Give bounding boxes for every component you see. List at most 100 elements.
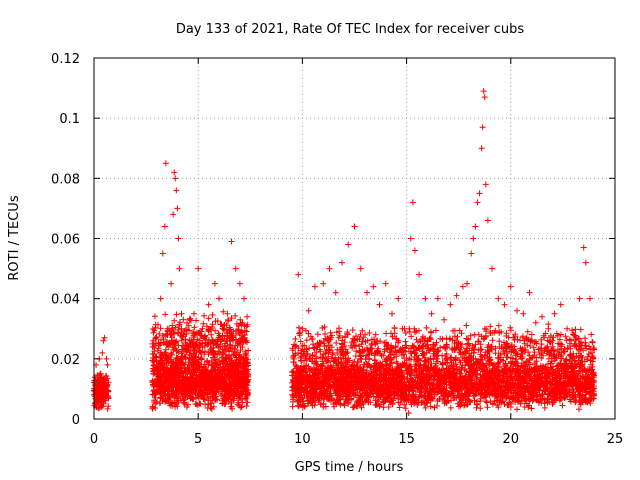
data-point (175, 235, 182, 242)
data-point (103, 355, 110, 362)
data-point (151, 391, 158, 398)
data-point (153, 370, 160, 377)
data-point (549, 400, 556, 407)
data-point (205, 370, 212, 377)
data-point (434, 295, 441, 302)
data-point (211, 280, 218, 287)
data-point (376, 301, 383, 308)
data-point (401, 325, 408, 332)
data-point (191, 310, 198, 317)
data-point (224, 310, 231, 317)
data-point (459, 283, 466, 290)
data-point (241, 295, 248, 302)
data-point (479, 124, 486, 131)
data-point (447, 301, 454, 308)
data-point (236, 280, 243, 287)
data-point (351, 223, 358, 230)
x-axis-label: GPS time / hours (295, 460, 404, 475)
data-point (484, 217, 491, 224)
data-point (564, 325, 571, 332)
data-point (480, 88, 487, 95)
data-point (576, 295, 583, 302)
data-point (409, 199, 416, 206)
data-point (199, 325, 206, 332)
data-point (545, 325, 552, 332)
data-point (99, 349, 106, 356)
data-point (405, 409, 412, 416)
data-point (514, 307, 521, 314)
data-point (159, 385, 166, 392)
data-point (162, 160, 169, 167)
data-point (220, 325, 227, 332)
y-tick-label: 0.02 (51, 353, 80, 368)
data-point (476, 190, 483, 197)
y-axis-label: ROTI / TECUs (7, 195, 22, 280)
data-point (481, 94, 488, 101)
data-point (216, 295, 223, 302)
data-point (159, 250, 166, 257)
data-point (161, 223, 168, 230)
data-point (591, 391, 598, 398)
data-point (582, 259, 589, 266)
data-point (101, 334, 108, 341)
data-point (507, 283, 514, 290)
data-point (370, 283, 377, 290)
data-point (104, 361, 111, 368)
data-points (91, 88, 598, 416)
data-point (228, 238, 235, 245)
data-point (416, 271, 423, 278)
data-point (97, 370, 104, 377)
y-tick-label: 0.08 (51, 172, 80, 187)
data-point (405, 385, 412, 392)
data-point (95, 385, 102, 392)
y-tick-label: 0.04 (51, 293, 80, 308)
axis-ticks (93, 57, 616, 420)
data-point (163, 355, 170, 362)
data-point (102, 379, 109, 386)
data-point (172, 175, 179, 182)
data-point (173, 187, 180, 194)
data-point (182, 355, 189, 362)
data-point (495, 295, 502, 302)
data-point (195, 265, 202, 272)
data-point (407, 235, 414, 242)
data-point (464, 280, 471, 287)
data-point (501, 301, 508, 308)
data-point (170, 211, 177, 218)
data-point (361, 397, 368, 404)
data-point (184, 379, 191, 386)
x-tick-label: 10 (294, 432, 311, 447)
data-point (326, 265, 333, 272)
data-point (226, 379, 233, 386)
data-point (295, 271, 302, 278)
data-point (338, 259, 345, 266)
data-point (291, 355, 298, 362)
data-point (551, 310, 558, 317)
data-point (345, 241, 352, 248)
data-point (382, 280, 389, 287)
data-point (470, 235, 477, 242)
data-point (243, 355, 250, 362)
data-point (507, 403, 514, 410)
y-tick-label: 0.1 (59, 112, 80, 127)
tick-labels: 0 5 10 15 20 25 0 0.02 0.04 0.06 0.08 0.1 0.12 (51, 52, 623, 447)
data-point (532, 319, 539, 326)
data-point (586, 295, 593, 302)
data-point (320, 403, 327, 410)
data-point (422, 295, 429, 302)
data-point (520, 310, 527, 317)
data-point (472, 223, 479, 230)
x-tick-label: 5 (194, 432, 202, 447)
data-point (526, 289, 533, 296)
x-tick-label: 25 (607, 432, 624, 447)
y-tick-label: 0.06 (51, 233, 80, 248)
data-point (232, 265, 239, 272)
data-point (97, 388, 104, 395)
data-point (357, 265, 364, 272)
data-point (178, 310, 185, 317)
data-point (474, 199, 481, 206)
data-point (445, 397, 452, 404)
data-point (557, 301, 564, 308)
